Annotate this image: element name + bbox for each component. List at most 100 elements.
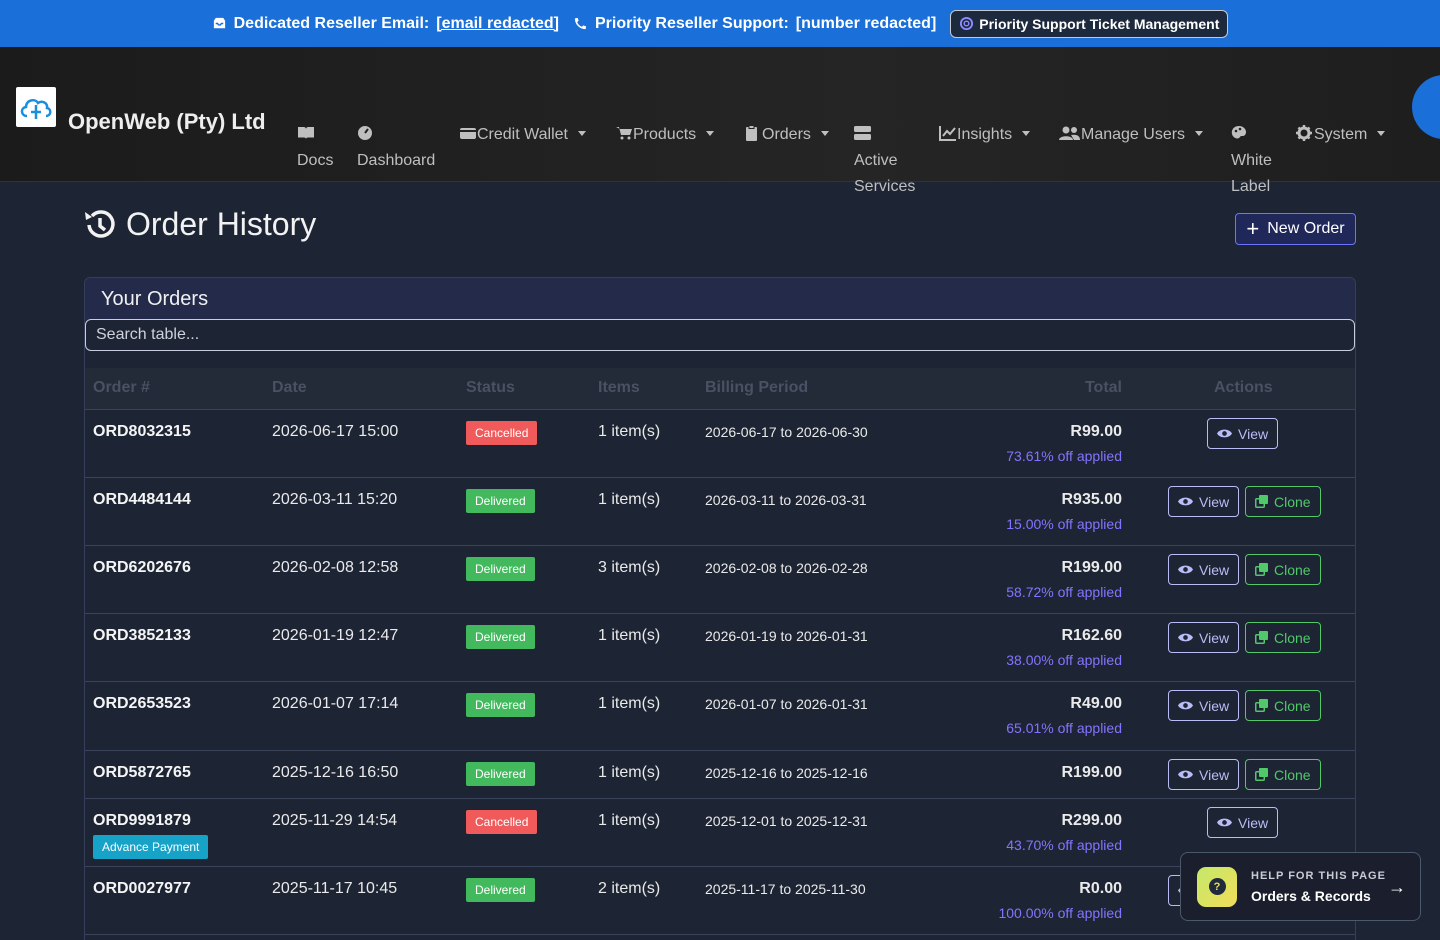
table-row: ORD6202676 2026-02-08 12:58 Delivered 3 ite…: [85, 546, 1355, 614]
order-total: R199.00: [1061, 559, 1123, 576]
chevron-down-icon: [820, 131, 829, 136]
view-button[interactable]: View: [1168, 486, 1240, 517]
gauge-icon: [358, 126, 372, 140]
order-date: 2025-12-16 16:50: [272, 764, 399, 781]
col-date[interactable]: Date: [272, 379, 307, 396]
email-label: Dedicated Reseller Email:: [233, 14, 430, 32]
clone-button[interactable]: Clone: [1245, 622, 1321, 653]
order-number: ORD2653523: [93, 695, 191, 712]
copy-icon: [1255, 768, 1268, 781]
nav-products[interactable]: Products: [615, 122, 715, 148]
nav-dashboard[interactable]: Dashboard: [357, 122, 435, 174]
book-icon: [298, 127, 314, 139]
help-label: HELP FOR THIS PAGE: [1251, 869, 1386, 882]
copy-icon: [1255, 495, 1268, 508]
advance-payment-badge: Advance Payment: [93, 835, 209, 859]
status-badge: Cancelled: [466, 421, 538, 445]
user-avatar[interactable]: [1412, 75, 1440, 139]
order-total: R199.00: [1061, 764, 1123, 781]
nav-orders[interactable]: Orders: [744, 122, 829, 148]
item-count: 1 item(s): [598, 491, 661, 508]
arrow-right-icon: →: [1388, 877, 1406, 897]
server-icon: [854, 126, 871, 140]
clone-button[interactable]: Clone: [1245, 554, 1321, 585]
search-input[interactable]: [85, 319, 1355, 351]
view-button[interactable]: View: [1207, 418, 1279, 449]
status-badge: Delivered: [466, 693, 535, 717]
view-label: View: [1238, 425, 1269, 442]
order-date: 2026-06-17 15:00: [272, 423, 399, 440]
discount-text: 100.00% off applied: [998, 905, 1122, 921]
lifebuoy-icon: [960, 16, 974, 31]
support-ticket-button[interactable]: Priority Support Ticket Management: [950, 9, 1229, 38]
billing-period: 2026-01-19 to 2026-01-31: [705, 628, 868, 644]
order-number: ORD0027977: [93, 880, 191, 897]
discount-text: 58.72% off applied: [1006, 584, 1122, 600]
nav-insights[interactable]: Insights: [939, 122, 1031, 148]
history-icon: [85, 209, 115, 238]
view-button[interactable]: View: [1168, 759, 1240, 790]
view-label: View: [1199, 493, 1230, 510]
nav-docs[interactable]: Docs: [297, 122, 333, 174]
clone-button[interactable]: Clone: [1245, 690, 1321, 721]
reseller-email: Dedicated Reseller Email: [email redacte…: [212, 15, 559, 33]
nav-orders-label: Orders: [762, 126, 811, 143]
col-total[interactable]: Total: [1084, 379, 1122, 396]
clone-label: Clone: [1274, 766, 1311, 783]
order-total: R0.00: [1079, 880, 1122, 897]
nav-products-label: Products: [633, 126, 697, 143]
col-status[interactable]: Status: [466, 379, 515, 396]
nav-white-label-label-1: White: [1231, 152, 1272, 169]
clone-label: Clone: [1274, 697, 1311, 714]
nav-system[interactable]: System: [1296, 122, 1386, 148]
item-count: 1 item(s): [598, 627, 661, 644]
billing-period: 2025-12-01 to 2025-12-31: [705, 813, 868, 829]
new-order-label: New Order: [1267, 220, 1345, 237]
brand[interactable]: OpenWeb (Pty) Ltd: [16, 79, 266, 135]
order-date: 2026-01-07 17:14: [272, 695, 399, 712]
view-label: View: [1199, 697, 1230, 714]
order-number: ORD3852133: [93, 627, 191, 644]
discount-text: 38.00% off applied: [1006, 652, 1122, 668]
eye-icon: [1178, 496, 1193, 507]
nav-active-services[interactable]: Active Services: [854, 122, 915, 200]
col-items[interactable]: Items: [598, 379, 640, 396]
nav-manage-users[interactable]: Manage Users: [1059, 122, 1204, 148]
brand-name: OpenWeb (Pty) Ltd: [68, 109, 266, 134]
view-button[interactable]: View: [1168, 554, 1240, 585]
order-date: 2026-01-19 12:47: [272, 627, 399, 644]
order-date: 2025-11-17 10:45: [272, 880, 398, 897]
nav-credit-wallet[interactable]: Credit Wallet: [459, 122, 586, 148]
view-button[interactable]: View: [1168, 622, 1240, 653]
clone-label: Clone: [1274, 629, 1311, 646]
inbox-icon: [213, 17, 225, 29]
wallet-icon: [460, 128, 476, 139]
col-actions: Actions: [1214, 379, 1273, 396]
view-label: View: [1199, 629, 1230, 646]
item-count: 1 item(s): [598, 812, 661, 829]
col-order[interactable]: Order #: [93, 379, 150, 396]
palette-icon: [1231, 126, 1247, 139]
nav-white-label[interactable]: White Label: [1231, 122, 1272, 200]
view-button[interactable]: View: [1168, 690, 1240, 721]
copy-icon: [1255, 563, 1268, 576]
order-date: 2026-03-11 15:20: [272, 491, 398, 508]
help-title: Orders & Records: [1251, 887, 1371, 904]
help-icon: ?: [1197, 866, 1237, 907]
eye-icon: [1178, 769, 1193, 780]
help-widget[interactable]: ? HELP FOR THIS PAGE Orders & Records →: [1180, 852, 1421, 921]
col-billing[interactable]: Billing Period: [705, 379, 809, 396]
order-date: 2026-02-08 12:58: [272, 559, 399, 576]
order-number: ORD5872765: [93, 764, 191, 781]
clone-button[interactable]: Clone: [1245, 486, 1321, 517]
new-order-button[interactable]: + New Order: [1235, 213, 1356, 245]
order-number: ORD9991879: [93, 812, 191, 829]
view-button[interactable]: View: [1207, 807, 1279, 838]
line-chart-icon: [939, 126, 956, 141]
order-total: R299.00: [1061, 812, 1123, 829]
clone-button[interactable]: Clone: [1245, 759, 1321, 790]
gear-icon: [1296, 125, 1312, 141]
table-row: ORD5872765 2025-12-16 16:50 Delivered 1 ite…: [85, 751, 1355, 799]
email-link[interactable]: [email redacted]: [436, 14, 559, 32]
phone-icon: [574, 17, 587, 30]
